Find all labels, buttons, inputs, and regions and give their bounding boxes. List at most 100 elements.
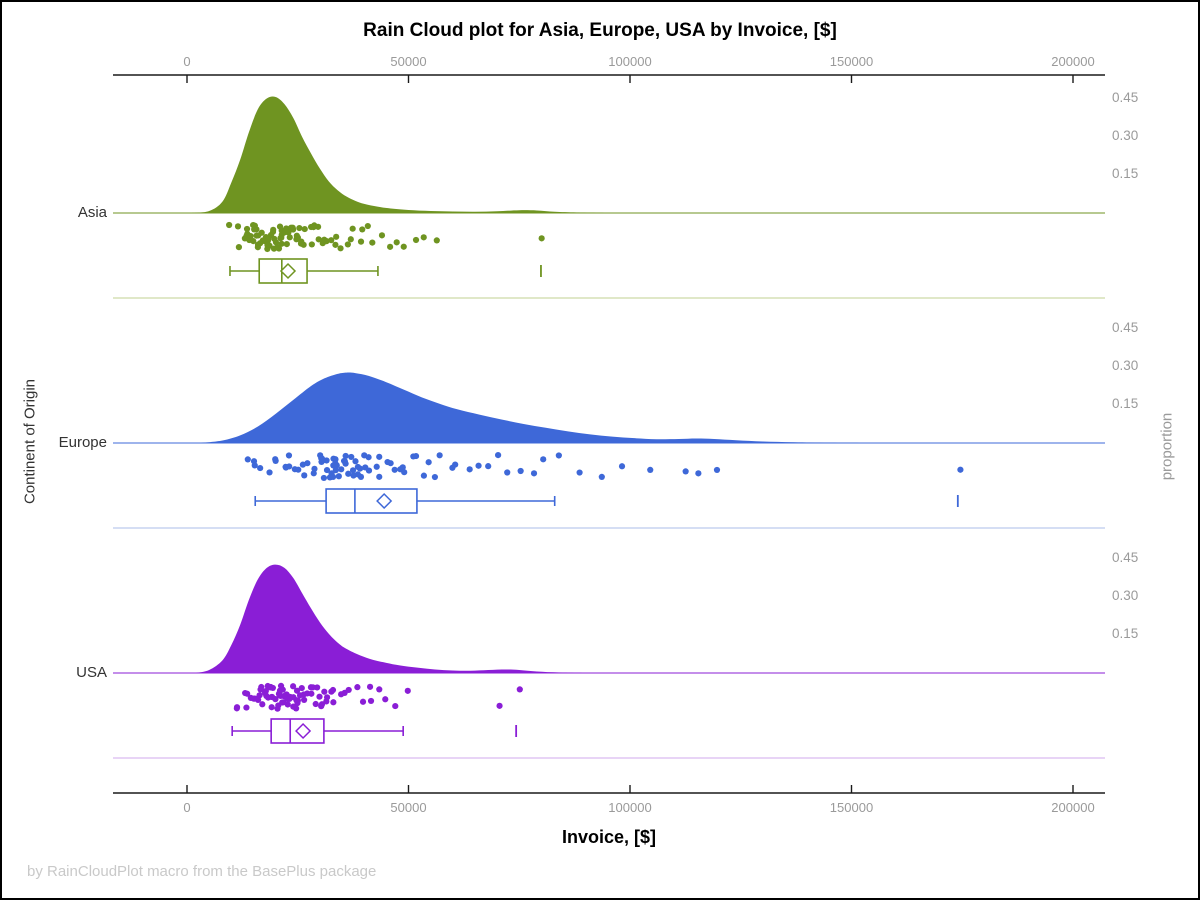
data-point [250,238,257,245]
data-point [357,238,365,245]
data-point [316,693,323,700]
data-point [695,470,702,477]
data-point [255,696,262,704]
data-point [387,460,394,467]
data-point [349,467,357,474]
density-curve-europe [200,372,874,443]
data-point [300,241,307,248]
data-point [356,465,364,472]
data-point [310,224,317,231]
data-point [475,462,482,469]
x-axis-label: Invoice, [$] [561,827,657,847]
group-label-usa: USA [76,664,107,681]
data-point [337,245,344,252]
data-point [308,690,315,697]
data-point [412,452,420,460]
data-point [296,692,304,699]
data-point [647,466,654,473]
data-point [329,473,337,480]
data-point [333,462,340,469]
data-point [957,466,964,473]
density-curve-asia [191,96,608,213]
data-point [235,244,243,251]
data-point [412,236,420,244]
data-point [466,466,473,473]
proportion-tick-label: 0.15 [1112,166,1139,181]
data-point [329,686,337,694]
data-point [332,467,339,474]
data-point [713,466,721,474]
data-point [323,694,331,701]
x-tick-label-bottom: 100000 [608,800,652,815]
data-point [301,696,308,703]
data-point [420,234,427,241]
data-point [576,469,583,476]
data-point [425,459,432,466]
data-point [330,699,337,706]
data-point [295,466,302,473]
data-point [516,686,523,693]
data-point [272,696,279,703]
data-point [283,241,290,248]
data-point [290,683,297,690]
data-point [618,463,626,470]
data-point [530,470,538,477]
data-point [312,700,319,708]
data-point [293,697,300,704]
data-point [347,236,354,243]
x-tick-label-top: 200000 [1051,54,1095,69]
data-point [436,452,443,459]
data-point [282,464,290,471]
data-point [328,237,335,244]
density-curve-usa [195,564,586,673]
data-point [332,241,339,248]
data-point [393,239,400,246]
data-point [517,467,524,475]
data-point [257,686,264,693]
x-tick-label-bottom: 0 [183,800,191,815]
data-point [251,226,258,233]
data-point [433,237,440,244]
proportion-tick-label: 0.30 [1112,128,1139,143]
data-point [504,469,511,476]
data-point [264,242,271,249]
data-point [266,469,273,476]
x-tick-label-top: 0 [183,54,191,69]
data-point [344,241,351,248]
data-point [274,705,281,712]
data-point [315,236,322,243]
data-point [279,686,286,693]
data-point [376,453,383,460]
data-point [342,452,349,460]
data-point [258,229,265,236]
data-point [341,458,348,465]
data-point [290,226,297,233]
data-point [293,687,301,694]
data-point [335,473,342,480]
data-point [272,457,279,465]
data-point [296,224,303,232]
proportion-tick-label: 0.45 [1112,550,1139,565]
data-point [399,464,406,471]
data-point [234,223,242,230]
data-point [485,463,492,470]
data-point [271,235,278,242]
data-point [345,686,352,694]
data-point [314,684,321,691]
data-point [400,243,407,250]
data-point [310,470,317,477]
data-point [345,470,352,477]
data-point [301,225,308,233]
proportion-tick-label: 0.45 [1112,90,1139,105]
data-point [495,452,502,459]
proportion-axis-label: proportion [1158,412,1176,481]
data-point [323,238,330,245]
data-point [354,684,361,691]
x-tick-label-top: 150000 [829,54,874,69]
data-point [369,239,376,246]
data-point [308,241,315,248]
data-point [298,684,305,692]
data-point [269,684,276,692]
